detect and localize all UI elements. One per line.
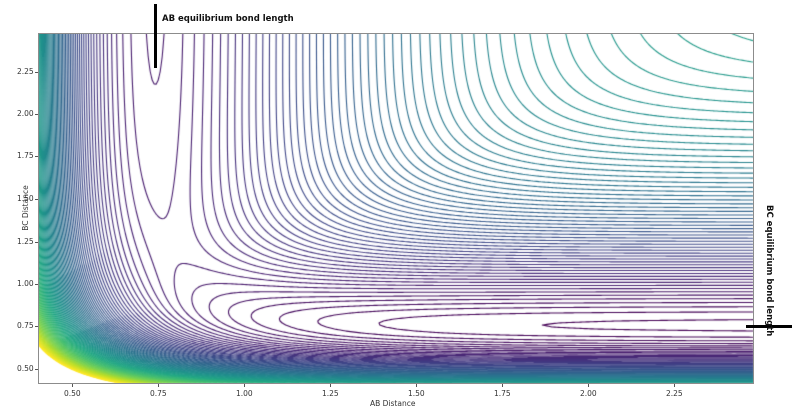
y-tick-mark <box>35 284 38 285</box>
bc-equilibrium-label: BC equilibrium bond length <box>764 205 774 337</box>
y-tick-label: 2.00 <box>17 109 34 118</box>
x-axis-label: AB Distance <box>370 399 416 408</box>
contour-plot-area <box>38 33 754 384</box>
x-tick-mark <box>502 384 503 387</box>
y-tick-label: 0.75 <box>17 321 34 330</box>
y-tick-label: 1.75 <box>17 151 34 160</box>
y-tick-mark <box>35 369 38 370</box>
x-tick-mark <box>244 384 245 387</box>
y-tick-label: 1.50 <box>17 194 34 203</box>
y-tick-mark <box>35 326 38 327</box>
x-tick-label: 2.00 <box>580 389 597 398</box>
y-tick-mark <box>35 72 38 73</box>
x-tick-mark <box>330 384 331 387</box>
x-tick-mark <box>416 384 417 387</box>
x-tick-mark <box>674 384 675 387</box>
y-tick-label: 2.25 <box>17 67 34 76</box>
y-axis-label: BC Distance <box>21 185 31 231</box>
x-tick-label: 1.00 <box>236 389 253 398</box>
x-tick-mark <box>158 384 159 387</box>
x-tick-label: 2.25 <box>666 389 683 398</box>
x-tick-label: 0.50 <box>64 389 81 398</box>
ab-equilibrium-label: AB equilibrium bond length <box>162 14 294 24</box>
x-tick-label: 1.50 <box>408 389 425 398</box>
bc-equilibrium-marker <box>746 325 792 328</box>
x-tick-label: 1.25 <box>322 389 339 398</box>
y-tick-mark <box>35 156 38 157</box>
x-tick-mark <box>588 384 589 387</box>
y-tick-mark <box>35 242 38 243</box>
ab-equilibrium-marker <box>154 4 157 68</box>
y-tick-label: 1.00 <box>17 279 34 288</box>
y-tick-mark <box>35 114 38 115</box>
y-tick-label: 0.50 <box>17 364 34 373</box>
y-tick-label: 1.25 <box>17 237 34 246</box>
x-tick-label: 0.75 <box>150 389 167 398</box>
x-tick-mark <box>72 384 73 387</box>
y-tick-mark <box>35 199 38 200</box>
x-tick-label: 1.75 <box>494 389 511 398</box>
